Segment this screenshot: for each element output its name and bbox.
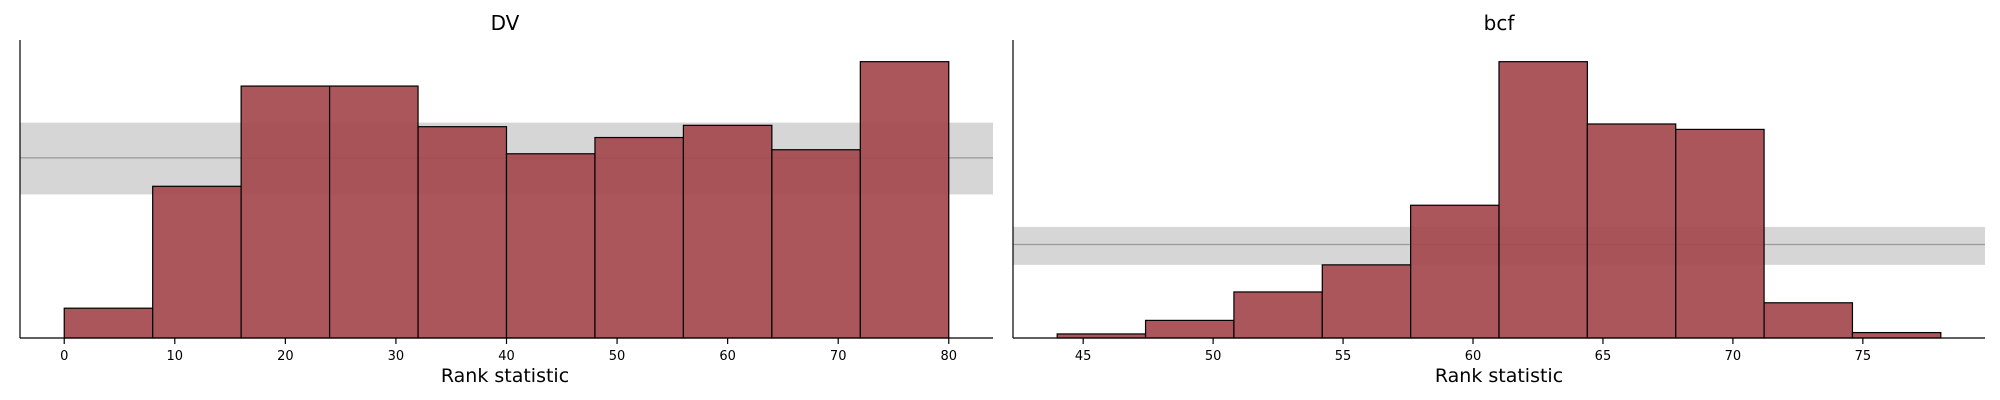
x-tick-label-dv-8: 80: [940, 349, 957, 364]
histogram-bar-bcf-5: [1498, 61, 1588, 339]
panel-dv: DV 0 10 20 30 40 50 60 70 80 Rank statistic: [19, 11, 993, 387]
panel-title-bcf: bcf: [1484, 11, 1516, 35]
x-tick-label-bcf-0: 45: [1075, 349, 1092, 364]
x-tick-label-dv-4: 40: [498, 349, 515, 364]
histogram-bar-dv-9: [859, 61, 950, 339]
x-tick-label-bcf-4: 65: [1595, 349, 1612, 364]
histogram-bar-bcf-8: [1763, 302, 1854, 339]
x-tick-label-bcf-3: 60: [1465, 349, 1482, 364]
x-axis-label-dv: Rank statistic: [441, 365, 569, 387]
histogram-bar-dv-5: [505, 153, 596, 339]
histogram-bar-dv-0: [63, 307, 154, 339]
histogram-bars-dv: [63, 61, 950, 339]
histogram-bar-bcf-6: [1586, 123, 1677, 339]
histogram-bar-bcf-9: [1851, 331, 1942, 339]
x-tick-label-bcf-5: 70: [1725, 349, 1742, 364]
x-tick-label-bcf-1: 50: [1205, 349, 1222, 364]
histogram-bar-dv-1: [152, 185, 242, 339]
histogram-bar-dv-4: [417, 126, 508, 339]
x-tick-label-dv-0: 0: [60, 349, 68, 364]
x-tick-label-dv-1: 10: [167, 349, 184, 364]
histogram-bar-dv-7: [682, 124, 773, 339]
histogram-bar-bcf-0: [1056, 333, 1147, 339]
panel-bcf: bcf 45 50 55 60 65 70 75 Rank statistic: [1012, 11, 1985, 387]
x-ticks-bcf: 45 50 55 60 65 70 75: [1075, 338, 1871, 364]
histogram-bar-dv-3: [328, 85, 419, 339]
histogram-bar-dv-6: [594, 136, 685, 339]
x-tick-label-dv-7: 70: [830, 349, 847, 364]
histogram-bar-dv-8: [771, 149, 861, 339]
x-tick-label-bcf-2: 55: [1335, 349, 1352, 364]
axes-bcf: [1012, 40, 1985, 339]
histogram-bar-bcf-4: [1410, 204, 1500, 339]
x-axis-label-bcf: Rank statistic: [1435, 365, 1563, 387]
x-tick-label-dv-2: 20: [277, 349, 294, 364]
histogram-bar-bcf-1: [1144, 319, 1235, 339]
x-tick-label-bcf-6: 75: [1855, 349, 1872, 364]
x-tick-label-dv-3: 30: [388, 349, 405, 364]
histogram-bar-bcf-7: [1675, 128, 1765, 339]
histogram-bar-bcf-3: [1321, 264, 1412, 339]
histogram-bar-dv-2: [240, 85, 331, 339]
panel-title-dv: DV: [491, 11, 520, 35]
x-tick-label-dv-6: 60: [719, 349, 736, 364]
histogram-bar-bcf-2: [1233, 291, 1323, 339]
histogram-bars-bcf: [1056, 61, 1942, 339]
x-tick-label-dv-5: 50: [609, 349, 626, 364]
x-ticks-dv: 0 10 20 30 40 50 60 70 80: [60, 338, 957, 364]
